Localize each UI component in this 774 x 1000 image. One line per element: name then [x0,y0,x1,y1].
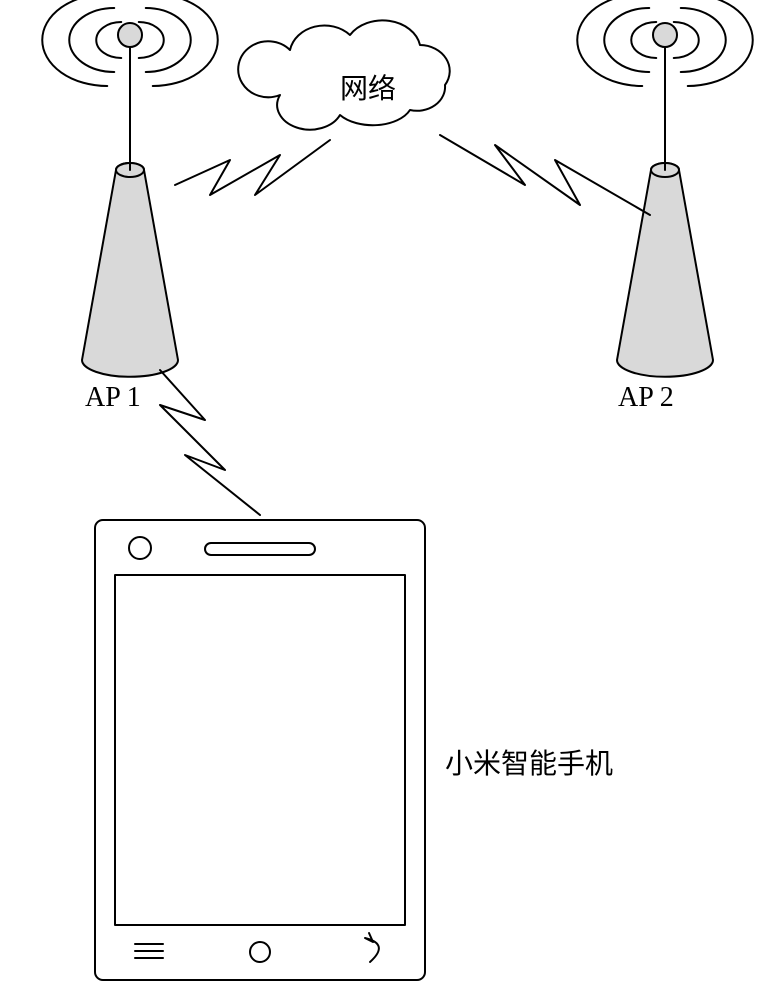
ap1-wave-left-1 [69,8,114,72]
ap1-wave-right-1 [146,8,191,72]
ap2-label: AP 2 [618,382,674,414]
ap2-wave-left-0 [631,22,656,58]
bolt-ap2-to-cloud [440,135,650,215]
ap1-wave-right-0 [139,22,164,58]
ap2-wave-right-0 [674,22,699,58]
smartphone-speaker-icon [205,543,315,555]
ap1-antenna-ball [118,23,142,47]
ap1-cone [82,163,178,377]
smartphone-screen [115,575,405,925]
ap1-label: AP 1 [85,382,141,414]
phone-label: 小米智能手机 [445,742,613,782]
ap2-wave-left-1 [604,8,649,72]
ap1-wave-left-0 [96,22,121,58]
smartphone-camera-icon [129,537,151,559]
bolt-ap1-to-cloud [175,140,330,195]
smartphone-home-button[interactable] [250,942,270,962]
bolt-ap1-to-phone [160,370,260,515]
ap2-antenna-ball [653,23,677,47]
ap2-cone [617,163,713,377]
ap2-wave-right-1 [681,8,726,72]
cloud-label: 网络 [340,67,396,107]
